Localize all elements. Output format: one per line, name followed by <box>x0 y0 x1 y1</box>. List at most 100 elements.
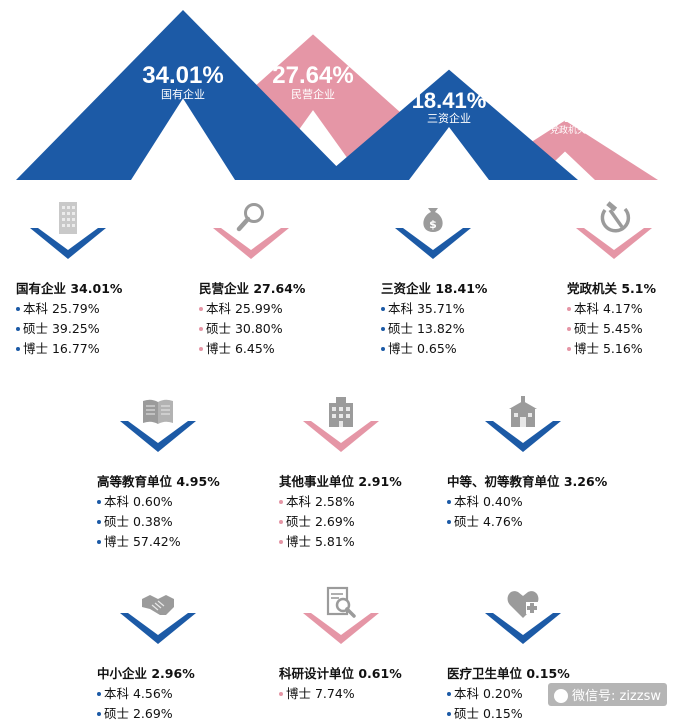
degree-value: 博士 57.42% <box>104 534 181 549</box>
bullet-dot <box>279 539 283 544</box>
bullet-dot <box>447 691 451 696</box>
chevron-down-icon <box>120 613 196 644</box>
degree-row: 博士 0.65% <box>381 338 457 357</box>
building-icon <box>329 397 353 427</box>
magnifier-icon <box>236 203 264 232</box>
mountain-notch <box>131 98 235 180</box>
bullet-dot <box>381 326 385 331</box>
degree-row: 硕士 0.38% <box>97 511 173 530</box>
chevron-down-icon <box>576 228 652 259</box>
category-title: 医疗卫生单位 0.15% <box>447 666 570 681</box>
category-title: 三资企业 18.41% <box>381 281 488 296</box>
bullet-dot <box>279 691 283 696</box>
peak-label: 党政机关 <box>549 126 587 136</box>
degree-row: 本科 0.60% <box>97 491 173 510</box>
degree-value: 本科 25.79% <box>23 301 100 316</box>
peak-value: 27.64% <box>272 62 354 89</box>
bullet-dot <box>199 306 203 311</box>
open-book-icon <box>143 399 173 424</box>
degree-row: 硕士 2.69% <box>279 511 355 530</box>
bullet-dot <box>447 711 451 716</box>
money-bag-icon: $ <box>423 208 443 232</box>
degree-row: 本科 0.20% <box>447 683 523 702</box>
peak-value: 5.1% <box>553 110 583 125</box>
chevron-down-icon <box>30 228 106 259</box>
bullet-dot <box>16 306 20 311</box>
bullet-dot <box>279 519 283 524</box>
degree-value: 博士 5.16% <box>574 341 643 356</box>
bullet-dot <box>16 326 20 331</box>
school-icon <box>509 396 537 427</box>
degree-value: 硕士 5.45% <box>574 321 643 336</box>
bullet-dot <box>97 519 101 524</box>
bullet-dot <box>199 326 203 331</box>
degree-value: 本科 35.71% <box>388 301 465 316</box>
document-search-icon <box>326 586 356 618</box>
bullet-dot <box>567 346 571 351</box>
hammer-sickle-icon <box>600 201 631 233</box>
bullet-dot <box>97 499 101 504</box>
degree-row: 博士 7.74% <box>279 683 355 702</box>
heart-plus-icon <box>507 591 539 618</box>
degree-value: 本科 2.58% <box>286 494 355 509</box>
degree-value: 本科 0.40% <box>454 494 523 509</box>
degree-value: 本科 25.99% <box>206 301 283 316</box>
degree-row: 硕士 4.76% <box>447 511 523 530</box>
degree-value: 硕士 30.80% <box>206 321 283 336</box>
chevron-down-icon <box>120 421 196 452</box>
category-title: 国有企业 34.01% <box>16 281 123 296</box>
chevron-down-icon <box>485 421 561 452</box>
degree-value: 本科 4.17% <box>574 301 643 316</box>
bullet-dot <box>279 499 283 504</box>
degree-value: 硕士 2.69% <box>286 514 355 529</box>
degree-row: 硕士 13.82% <box>381 318 465 337</box>
degree-value: 硕士 0.38% <box>104 514 173 529</box>
bullet-dot <box>381 306 385 311</box>
degree-row: 博士 6.45% <box>199 338 275 357</box>
peak-label: 民营企业 <box>291 88 335 101</box>
handshake-icon <box>142 595 174 615</box>
degree-row: 本科 0.40% <box>447 491 523 510</box>
mountain-peak <box>320 69 578 180</box>
watermark-text: 微信号: zizzsw <box>571 689 661 704</box>
degree-row: 本科 4.56% <box>97 683 173 702</box>
degree-value: 博士 16.77% <box>23 341 100 356</box>
watermark: 微信号: zizzsw <box>547 683 667 706</box>
degree-row: 博士 5.81% <box>279 531 355 550</box>
chevron-down-icon <box>303 421 379 452</box>
degree-value: 本科 0.60% <box>104 494 173 509</box>
category-title: 民营企业 27.64% <box>199 281 306 296</box>
degree-row: 硕士 5.45% <box>567 318 643 337</box>
bullet-dot <box>97 711 101 716</box>
category-title: 科研设计单位 0.61% <box>279 666 402 681</box>
degree-row: 硕士 39.25% <box>16 318 100 337</box>
degree-value: 本科 4.56% <box>104 686 173 701</box>
peak-value: 18.41% <box>411 88 487 113</box>
bullet-dot <box>97 539 101 544</box>
bullet-dot <box>16 346 20 351</box>
chevron-down-icon <box>395 228 471 259</box>
mountain-notch <box>409 127 489 180</box>
peak-label: 三资企业 <box>427 112 471 125</box>
degree-row: 本科 35.71% <box>381 298 465 317</box>
bullet-dot <box>97 691 101 696</box>
degree-value: 硕士 13.82% <box>388 321 465 336</box>
bullet-dot <box>567 306 571 311</box>
degree-value: 硕士 0.15% <box>454 706 523 721</box>
svg-text:$: $ <box>429 218 437 231</box>
bullet-dot <box>199 346 203 351</box>
bullet-dot <box>447 499 451 504</box>
bullet-dot <box>567 326 571 331</box>
degree-value: 硕士 4.76% <box>454 514 523 529</box>
bullet-dot <box>381 346 385 351</box>
degree-value: 博士 6.45% <box>206 341 275 356</box>
wechat-icon <box>553 688 568 703</box>
degree-value: 硕士 39.25% <box>23 321 100 336</box>
category-title: 高等教育单位 4.95% <box>97 474 220 489</box>
chevron-down-icon <box>213 228 289 259</box>
degree-value: 博士 0.65% <box>388 341 457 356</box>
category-title: 中等、初等教育单位 3.26% <box>447 474 608 489</box>
degree-row: 本科 4.17% <box>567 298 643 317</box>
category-title: 中小企业 2.96% <box>97 666 195 681</box>
degree-row: 本科 25.99% <box>199 298 283 317</box>
